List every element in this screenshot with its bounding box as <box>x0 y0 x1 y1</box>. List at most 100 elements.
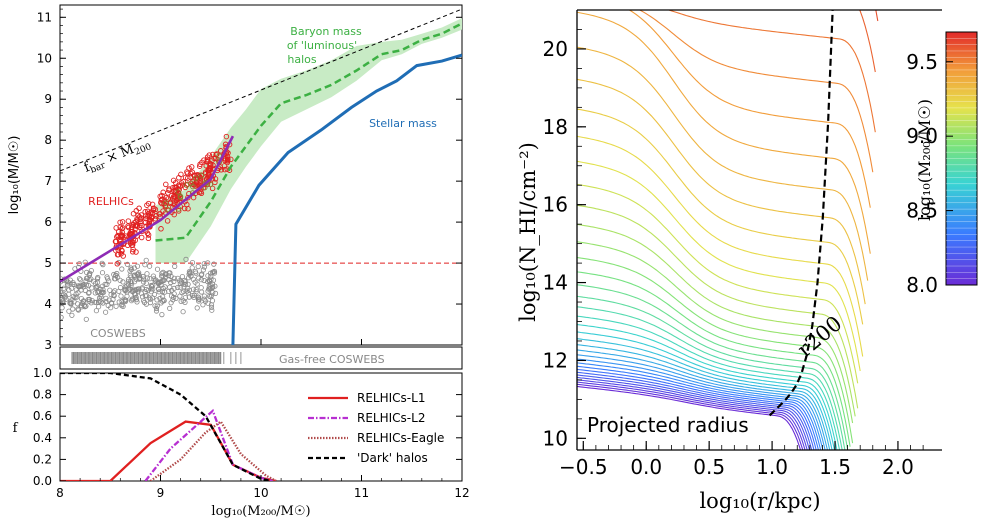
relhics-point <box>135 212 141 219</box>
legend-label: RELHICs-L2 <box>357 411 425 425</box>
cowebs-point <box>110 289 117 295</box>
relhics-point <box>145 200 152 207</box>
relhics-point <box>213 152 219 158</box>
cowebs-point <box>60 314 64 320</box>
relhics-point <box>185 194 191 201</box>
relhics-point <box>121 234 127 241</box>
cowebs-point <box>151 291 158 297</box>
relhics-point <box>207 162 213 169</box>
ytick-label: 10 <box>543 426 568 450</box>
relhics-point <box>125 224 132 231</box>
cowebs-point <box>154 297 160 303</box>
gas-free-label: Gas-free COSWEBS <box>279 353 385 366</box>
right-xlabel: log₁₀(r/kpc) <box>699 489 820 513</box>
cowebs-point <box>89 297 95 304</box>
relhics-point <box>222 166 228 173</box>
relhics-point <box>168 192 175 199</box>
relhics-point <box>130 210 137 217</box>
cowebs-point <box>115 274 121 280</box>
cowebs-point <box>152 303 158 309</box>
relhics-point <box>206 152 213 158</box>
column-density-curve <box>577 108 864 325</box>
cowebs-point <box>200 302 206 308</box>
relhics-point <box>228 156 234 163</box>
cowebs-point <box>60 300 66 306</box>
relhics-point <box>145 235 152 242</box>
column-density-curve <box>667 10 876 133</box>
ytick-label: 8 <box>44 133 52 147</box>
cowebs-point <box>147 263 153 269</box>
cowebs-point <box>93 308 100 314</box>
projected-radius-label: Projected radius <box>587 413 749 437</box>
cowebs-point <box>92 299 98 305</box>
cowebs-point <box>186 268 192 275</box>
relhics-point <box>138 234 145 241</box>
relhics-point <box>119 233 126 239</box>
relhics-eagle-point <box>164 206 171 213</box>
column-density-curve <box>577 379 808 450</box>
left-bottom-xlabel: log₁₀(M₂₀₀/M☉) <box>211 504 310 519</box>
relhics-point <box>130 240 136 246</box>
cowebs-point <box>158 281 164 288</box>
cowebs-point <box>71 299 77 305</box>
cowebs-point <box>166 288 172 294</box>
column-density-curve <box>577 383 804 450</box>
cowebs-point <box>135 271 141 277</box>
relhics-point <box>192 183 199 189</box>
colorbar-tick-label: 8.5 <box>906 199 938 223</box>
baryon-label-2: of 'luminous' <box>287 39 357 52</box>
cowebs-point <box>153 305 160 312</box>
relhics-point <box>160 189 166 196</box>
cowebs-point <box>154 266 161 272</box>
relhics-point <box>112 238 119 245</box>
relhics-point <box>117 219 123 226</box>
cowebs-point <box>156 289 162 295</box>
relhics-point <box>133 208 140 214</box>
column-density-curve <box>577 11 871 254</box>
colorbar-tick-label: 8.0 <box>906 273 938 297</box>
cowebs-point <box>78 277 84 283</box>
cowebs-point <box>210 289 216 296</box>
cowebs-point <box>195 296 201 302</box>
legend-label: 'Dark' halos <box>357 451 428 465</box>
ytick-label: 1.0 <box>33 366 52 380</box>
column-density-curve <box>577 223 856 417</box>
cowebs-point <box>83 316 89 322</box>
cowebs-point <box>189 259 196 266</box>
cowebs-point <box>60 305 65 311</box>
ytick-label: 20 <box>543 37 568 61</box>
cowebs-point <box>117 277 123 283</box>
ytick-label: 12 <box>543 348 568 372</box>
xtick-label: 10 <box>253 486 268 500</box>
cowebs-point <box>65 282 71 288</box>
xtick-label: 8 <box>56 486 64 500</box>
cowebs-point <box>147 299 153 306</box>
cowebs-point <box>196 298 202 304</box>
cowebs-point <box>127 268 133 274</box>
relhics-point <box>197 178 203 184</box>
cowebs-point <box>177 280 183 286</box>
baryon-mass-line <box>155 22 462 242</box>
cowebs-point <box>88 276 94 282</box>
column-density-curve <box>577 204 859 409</box>
relhics-point <box>203 170 209 177</box>
relhics-point <box>184 170 191 177</box>
cowebs-point <box>83 303 89 309</box>
series-relhicseagle <box>149 419 277 481</box>
cowebs-point <box>200 267 206 273</box>
relhics-point <box>161 197 168 203</box>
cowebs-point <box>143 257 149 263</box>
cowebs-point <box>131 274 138 280</box>
relhics-point <box>129 249 136 255</box>
relhics-point <box>119 229 125 235</box>
cowebs-point <box>116 288 122 294</box>
relhics-point <box>116 229 122 235</box>
relhics-point <box>159 200 165 207</box>
relhics-point <box>209 185 216 192</box>
column-density-curve <box>577 331 836 450</box>
legend-label: RELHICs-L1 <box>357 391 425 405</box>
cowebs-point <box>119 266 125 272</box>
cowebs-point <box>201 261 207 267</box>
cowebs-point <box>171 294 177 300</box>
